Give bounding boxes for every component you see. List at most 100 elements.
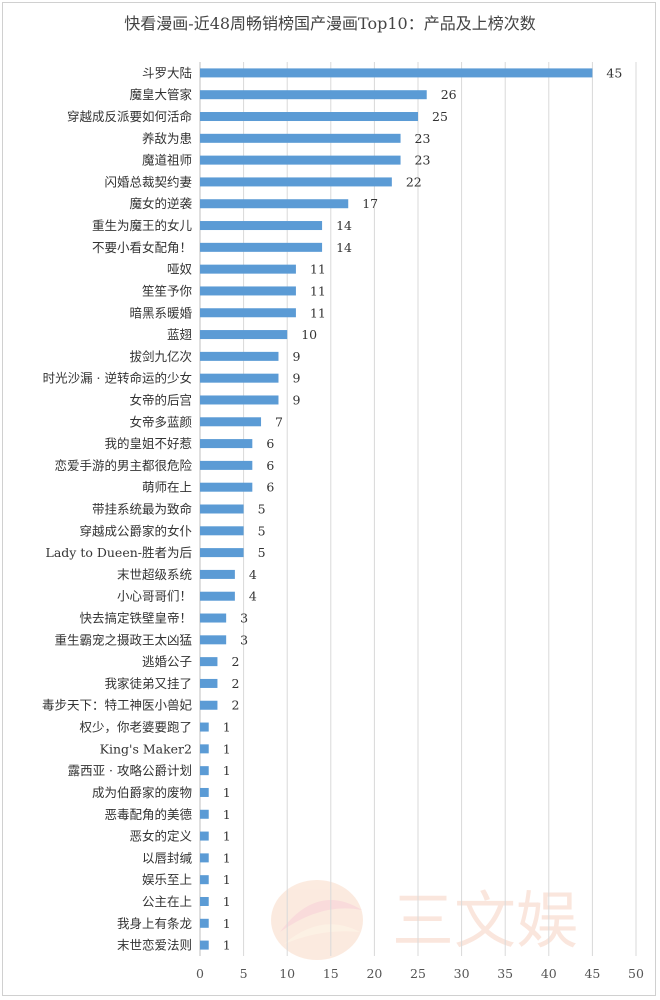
data-label: 22 xyxy=(406,174,422,189)
bar xyxy=(200,460,253,470)
data-label: 14 xyxy=(336,240,352,255)
bar xyxy=(200,177,392,187)
bar xyxy=(200,548,244,558)
category-label: 拔剑九亿次 xyxy=(129,349,192,364)
category-label: 我家徒弟又挂了 xyxy=(104,676,192,691)
data-label: 5 xyxy=(258,502,266,517)
category-label: 公主在上 xyxy=(142,894,192,909)
bar xyxy=(200,417,262,427)
data-label: 5 xyxy=(258,545,266,560)
category-label: 魔皇大管家 xyxy=(129,87,192,102)
bar xyxy=(200,112,418,122)
bar xyxy=(200,678,218,688)
bar xyxy=(200,744,209,754)
data-label: 6 xyxy=(266,458,274,473)
watermark-logo: 三文娱 xyxy=(271,880,578,960)
category-label: 以唇封缄 xyxy=(142,850,193,865)
bar xyxy=(200,155,401,165)
data-label: 1 xyxy=(223,872,231,887)
data-label: 17 xyxy=(362,196,378,211)
data-label: 1 xyxy=(223,807,231,822)
data-label: 2 xyxy=(231,698,239,713)
category-label: 暗黑系暖婚 xyxy=(129,305,192,320)
data-label: 45 xyxy=(606,65,622,80)
bar xyxy=(200,569,235,579)
bar xyxy=(200,68,593,78)
data-label: 4 xyxy=(249,567,257,582)
category-label: 时光沙漏 · 逆转命运的少女 xyxy=(43,371,192,386)
category-label: 逃婚公子 xyxy=(142,654,192,669)
data-label: 9 xyxy=(292,371,300,386)
category-label: 斗罗大陆 xyxy=(142,65,192,80)
x-tick-label: 20 xyxy=(366,966,382,981)
bar xyxy=(200,940,209,950)
category-label: 穿越成反派要如何活命 xyxy=(67,109,193,124)
bar xyxy=(200,504,244,514)
category-label: 末世超级系统 xyxy=(117,567,192,582)
category-label: Lady to Dueen-胜者为后 xyxy=(46,545,192,560)
data-label: 3 xyxy=(240,611,248,626)
data-label: 2 xyxy=(231,654,239,669)
x-tick-label: 0 xyxy=(196,966,204,981)
category-label: 萌师在上 xyxy=(142,480,192,495)
x-tick-label: 40 xyxy=(541,966,557,981)
category-label: 哑奴 xyxy=(167,262,193,277)
category-label: 末世恋爱法则 xyxy=(117,938,192,953)
data-label: 1 xyxy=(223,938,231,953)
data-label: 10 xyxy=(301,327,317,342)
watermark-text: 三文娱 xyxy=(392,884,578,957)
data-label: 1 xyxy=(223,916,231,931)
bar xyxy=(200,657,218,667)
bar xyxy=(200,373,279,383)
data-label: 1 xyxy=(223,720,231,735)
data-label: 23 xyxy=(415,153,431,168)
bar xyxy=(200,831,209,841)
bar xyxy=(200,896,209,906)
category-label: 魔道祖师 xyxy=(142,153,192,168)
category-label: 女帝多蓝颜 xyxy=(129,414,192,429)
data-label: 1 xyxy=(223,763,231,778)
bar xyxy=(200,809,209,819)
bar xyxy=(200,286,296,296)
data-label: 1 xyxy=(223,894,231,909)
bar xyxy=(200,766,209,776)
category-label: 笙笙予你 xyxy=(142,283,192,298)
bar xyxy=(200,351,279,361)
data-label: 11 xyxy=(310,262,326,277)
x-tick-label: 15 xyxy=(323,966,339,981)
category-label: 成为伯爵家的废物 xyxy=(92,785,192,800)
data-label: 1 xyxy=(223,741,231,756)
data-label: 6 xyxy=(266,436,274,451)
category-label: 穿越成公爵家的女仆 xyxy=(79,523,192,538)
data-label: 1 xyxy=(223,785,231,800)
data-label: 1 xyxy=(223,829,231,844)
category-label: 魔女的逆袭 xyxy=(129,196,192,211)
x-tick-label: 10 xyxy=(279,966,295,981)
data-label: 23 xyxy=(415,131,431,146)
category-label: 闪婚总裁契约妻 xyxy=(104,174,192,189)
bar xyxy=(200,700,218,710)
x-tick-label: 5 xyxy=(240,966,248,981)
bar xyxy=(200,242,323,252)
bar xyxy=(200,395,279,405)
data-label: 1 xyxy=(223,850,231,865)
category-label: 恋爱手游的男主都很危险 xyxy=(54,458,192,473)
bar xyxy=(200,722,209,732)
data-label: 26 xyxy=(441,87,457,102)
bar xyxy=(200,90,427,100)
x-tick-label: 30 xyxy=(454,966,470,981)
data-label: 11 xyxy=(310,283,326,298)
bar xyxy=(200,308,296,318)
data-label: 9 xyxy=(292,392,300,407)
bar xyxy=(200,199,349,209)
bar xyxy=(200,526,244,536)
data-label: 6 xyxy=(266,480,274,495)
data-label: 7 xyxy=(275,414,283,429)
category-label: 娱乐至上 xyxy=(142,872,192,887)
bar xyxy=(200,221,323,231)
bar xyxy=(200,330,288,340)
category-label: 快去搞定铁壁皇帝！ xyxy=(79,611,192,626)
category-label: 露西亚 · 攻略公爵计划 xyxy=(68,763,192,778)
